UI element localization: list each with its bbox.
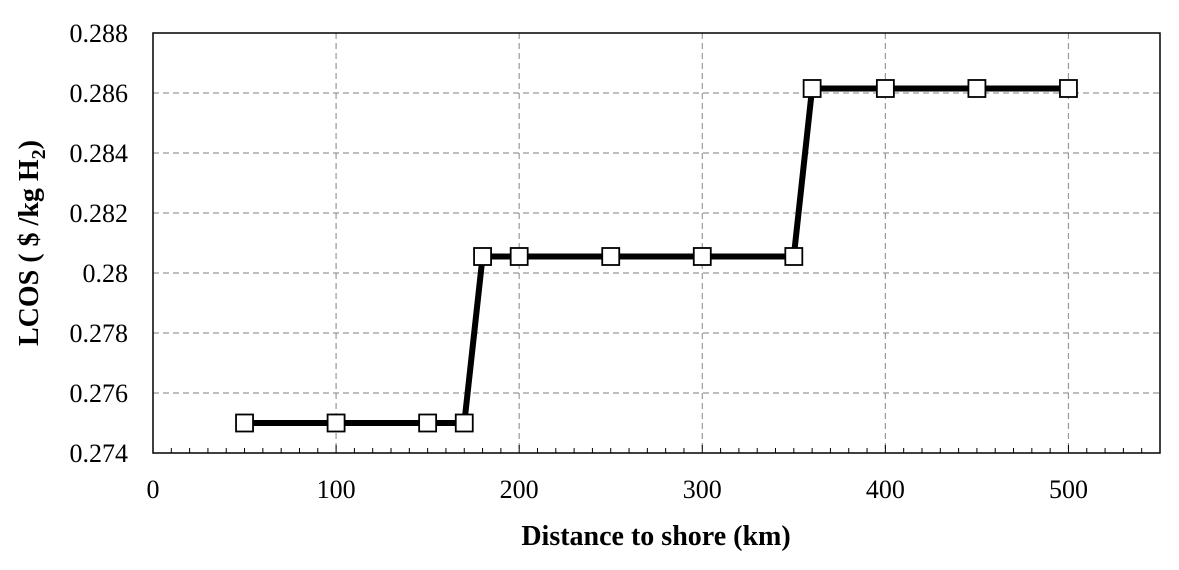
plot-area-frame (152, 32, 1161, 454)
axis-ticks (152, 445, 1161, 453)
y-tick-label: 0.282 (70, 199, 129, 228)
series-line (241, 85, 1072, 426)
data-point-marker (418, 413, 438, 433)
data-point-marker (875, 79, 895, 98)
data-point-marker (454, 413, 474, 433)
x-tick-label: 0 (147, 475, 160, 504)
y-axis-title-subscript: 2 (28, 149, 50, 159)
y-tick-label: 0.276 (70, 379, 129, 408)
y-tick-label: 0.284 (70, 139, 129, 168)
y-axis-title: LCOS ( $ /kg H2) (14, 140, 50, 346)
x-tick-label: 100 (317, 475, 356, 504)
x-tick-label: 500 (1049, 475, 1088, 504)
data-point-marker (802, 79, 822, 98)
gridlines (153, 33, 1160, 453)
y-tick-label: 0.286 (70, 79, 129, 108)
x-tick-label: 400 (866, 475, 905, 504)
data-point-marker (601, 247, 621, 266)
data-point-marker (967, 79, 987, 98)
data-point-marker (235, 413, 254, 433)
data-point-marker (326, 413, 346, 433)
data-point-marker (509, 247, 529, 266)
data-point-marker (692, 247, 712, 266)
series-layer (235, 79, 1078, 433)
y-tick-label: 0.278 (70, 319, 129, 348)
data-point-marker (1059, 79, 1078, 98)
y-axis-title-close: ) (14, 140, 45, 149)
y-tick-label: 0.28 (83, 259, 129, 288)
x-tick-label: 300 (683, 475, 722, 504)
y-tick-label: 0.288 (70, 19, 129, 48)
x-axis-title: Distance to shore (km) (521, 521, 790, 552)
x-tick-label: 200 (500, 475, 539, 504)
y-tick-label: 0.274 (70, 439, 129, 468)
data-point-marker (784, 247, 804, 266)
data-point-marker (473, 247, 492, 266)
y-axis-title-main: LCOS ( $ /kg H (14, 159, 45, 346)
tick-labels: 0 100 200 300 400 500 0.274 0.276 0.278 0.28 0.282… (70, 19, 1088, 504)
